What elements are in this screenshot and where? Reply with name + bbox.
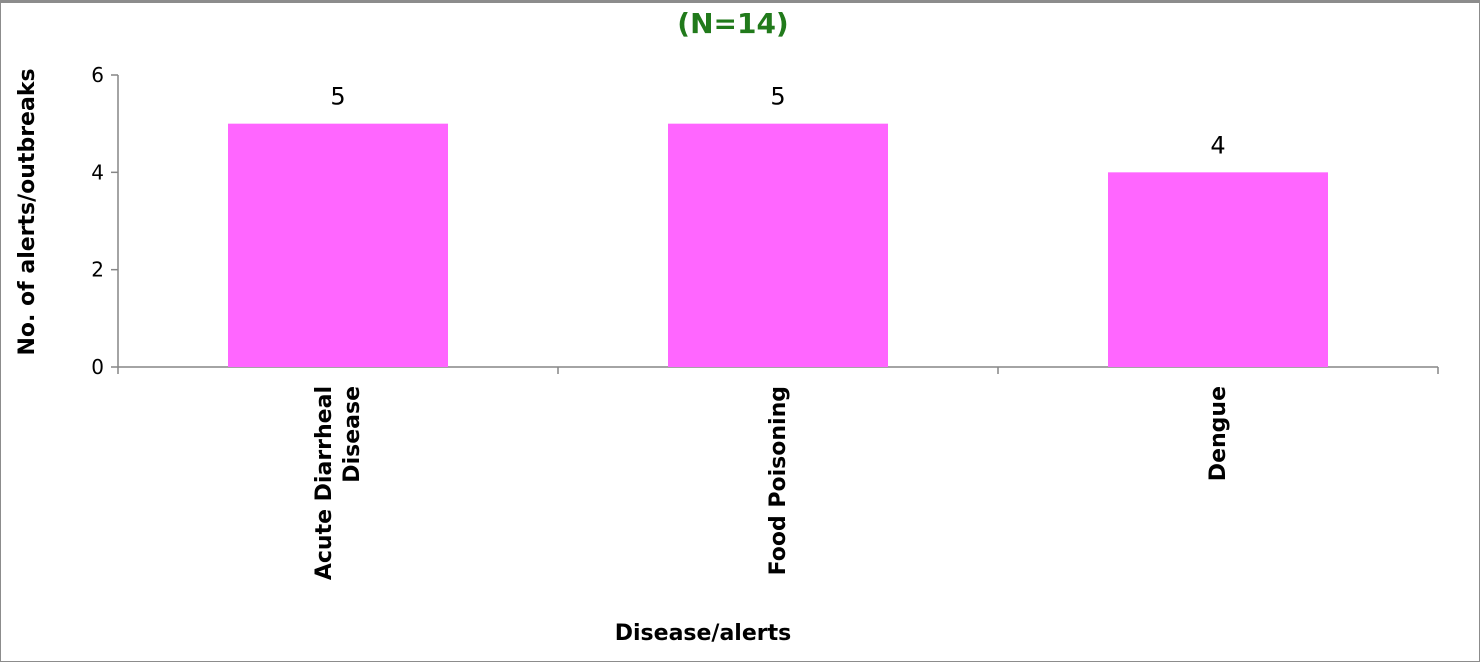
y-axis: 0 2 4 6 bbox=[91, 63, 119, 379]
y-axis-title: No. of alerts/outbreaks bbox=[15, 68, 40, 355]
category-label: Acute Diarrheal bbox=[312, 386, 337, 580]
y-tick-label: 6 bbox=[91, 63, 104, 87]
x-axis bbox=[117, 366, 1439, 374]
bar bbox=[668, 123, 888, 368]
bar bbox=[1108, 172, 1328, 367]
y-tick-label: 4 bbox=[91, 160, 104, 184]
category-label: Food Poisoning bbox=[766, 386, 791, 575]
y-tick-label: 2 bbox=[91, 258, 104, 282]
category-label: Dengue bbox=[1206, 386, 1231, 481]
category-labels-group: Acute Diarrheal Disease Food Poisoning Deng… bbox=[312, 386, 1231, 580]
chart-title: (N=14) bbox=[677, 7, 788, 40]
category-label: Disease bbox=[340, 386, 365, 483]
y-tick-label: 0 bbox=[91, 355, 104, 379]
data-labels-group: 5 5 4 bbox=[330, 83, 1225, 160]
data-label: 5 bbox=[330, 83, 345, 111]
data-label: 4 bbox=[1210, 131, 1225, 159]
x-axis-title: Disease/alerts bbox=[615, 621, 791, 646]
bars-group bbox=[228, 123, 1328, 368]
data-label: 5 bbox=[770, 83, 785, 111]
bar bbox=[228, 123, 448, 368]
